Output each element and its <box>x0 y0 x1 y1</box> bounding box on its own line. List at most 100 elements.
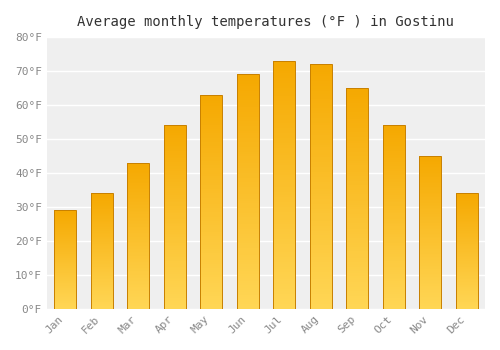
Bar <box>456 305 477 307</box>
Bar <box>90 245 112 246</box>
Bar <box>200 210 222 212</box>
Bar <box>90 201 112 203</box>
Bar <box>456 224 477 226</box>
Bar <box>90 250 112 251</box>
Bar <box>310 252 332 255</box>
Bar <box>200 223 222 225</box>
Bar <box>273 234 295 237</box>
Bar <box>236 180 258 182</box>
Bar <box>310 113 332 116</box>
Bar <box>273 267 295 269</box>
Bar <box>310 206 332 209</box>
Bar <box>127 186 149 188</box>
Bar <box>346 196 368 198</box>
Bar <box>346 185 368 187</box>
Bar <box>164 210 186 211</box>
Bar <box>236 295 258 297</box>
Bar <box>54 298 76 299</box>
Bar <box>127 206 149 208</box>
Bar <box>54 256 76 257</box>
Bar <box>127 306 149 307</box>
Bar <box>164 168 186 169</box>
Bar <box>420 274 441 275</box>
Bar <box>164 245 186 246</box>
Bar <box>310 91 332 93</box>
Bar <box>90 301 112 302</box>
Bar <box>90 268 112 270</box>
Bar <box>456 256 477 257</box>
Bar <box>273 296 295 299</box>
Bar <box>236 285 258 288</box>
Bar <box>164 155 186 156</box>
Bar <box>346 304 368 307</box>
Bar <box>200 296 222 298</box>
Bar <box>127 245 149 246</box>
Bar <box>164 248 186 250</box>
Bar <box>273 182 295 185</box>
Bar <box>383 241 404 243</box>
Bar <box>383 184 404 186</box>
Bar <box>164 296 186 298</box>
Bar <box>236 262 258 264</box>
Bar <box>383 156 404 159</box>
Bar <box>200 276 222 279</box>
Bar <box>456 294 477 295</box>
Bar <box>310 204 332 206</box>
Bar <box>456 198 477 199</box>
Bar <box>346 172 368 174</box>
Bar <box>456 218 477 219</box>
Bar <box>420 307 441 309</box>
Bar <box>164 208 186 210</box>
Bar <box>127 301 149 303</box>
Bar <box>54 240 76 241</box>
Bar <box>346 88 368 309</box>
Bar <box>164 298 186 300</box>
Bar <box>200 287 222 289</box>
Bar <box>200 174 222 176</box>
Bar <box>200 180 222 183</box>
Bar <box>420 214 441 216</box>
Bar <box>236 260 258 262</box>
Bar <box>127 164 149 166</box>
Bar <box>127 274 149 275</box>
Bar <box>346 220 368 223</box>
Bar <box>383 191 404 193</box>
Bar <box>200 253 222 255</box>
Bar <box>90 281 112 282</box>
Bar <box>383 210 404 211</box>
Bar <box>164 151 186 153</box>
Bar <box>273 252 295 254</box>
Bar <box>346 216 368 218</box>
Bar <box>236 252 258 255</box>
Bar <box>383 188 404 190</box>
Bar <box>346 163 368 165</box>
Bar <box>90 205 112 206</box>
Bar <box>236 189 258 191</box>
Bar <box>164 289 186 290</box>
Bar <box>54 308 76 309</box>
Bar <box>383 193 404 195</box>
Bar <box>383 140 404 142</box>
Bar <box>54 257 76 258</box>
Bar <box>54 228 76 229</box>
Bar <box>127 208 149 209</box>
Bar <box>310 142 332 145</box>
Bar <box>90 208 112 209</box>
Bar <box>310 238 332 240</box>
Bar <box>54 300 76 301</box>
Bar <box>346 300 368 302</box>
Bar <box>200 292 222 294</box>
Bar <box>54 288 76 289</box>
Bar <box>90 216 112 218</box>
Bar <box>273 88 295 91</box>
Bar <box>383 290 404 292</box>
Bar <box>310 103 332 106</box>
Bar <box>383 127 404 129</box>
Bar <box>273 98 295 100</box>
Bar <box>164 171 186 173</box>
Bar <box>54 294 76 295</box>
Bar <box>310 138 332 140</box>
Bar <box>383 301 404 303</box>
Bar <box>456 267 477 268</box>
Bar <box>346 90 368 92</box>
